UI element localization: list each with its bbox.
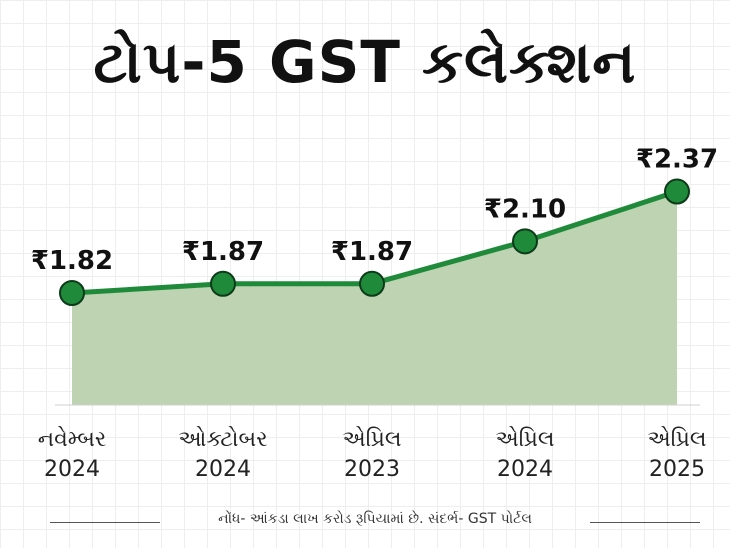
data-label: ₹2.37 xyxy=(636,145,718,175)
data-label: ₹2.10 xyxy=(484,194,566,224)
x-tick-label-month: એપ્રિલ xyxy=(342,426,401,452)
x-tick-label-year: 2023 xyxy=(344,457,400,482)
x-tick-label-month: એપ્રિલ xyxy=(495,426,554,452)
data-point-marker xyxy=(210,270,236,297)
x-tick-label-year: 2024 xyxy=(497,457,553,482)
data-point-marker xyxy=(512,228,538,255)
x-tick-label-year: 2024 xyxy=(195,457,251,482)
footer-divider-left xyxy=(50,522,160,523)
x-tick-label-month: નવેમ્બર xyxy=(38,426,107,452)
source-note: નોંધ- આંકડા લાખ કરોડ રૂપિયામાં છે. સંદર્… xyxy=(218,511,532,527)
data-point-marker xyxy=(664,178,690,205)
data-label: ₹1.82 xyxy=(31,246,113,276)
data-label: ₹1.87 xyxy=(331,237,413,267)
x-tick-label-year: 2024 xyxy=(44,457,100,482)
x-tick-label-month: ઓક્ટોબર xyxy=(178,426,267,452)
footer-divider-right xyxy=(590,522,700,523)
data-point-marker xyxy=(359,270,385,297)
data-point-marker xyxy=(59,280,85,306)
footer: નોંધ- આંકડા લાખ કરોડ રૂપિયામાં છે. સંદર્… xyxy=(0,508,730,536)
data-label: ₹1.87 xyxy=(182,237,264,267)
x-tick-label-year: 2025 xyxy=(649,457,705,482)
chart-title: ટોપ-5 GST કલેક્શન xyxy=(93,28,637,96)
x-tick-label-month: એપ્રિલ xyxy=(647,426,706,452)
